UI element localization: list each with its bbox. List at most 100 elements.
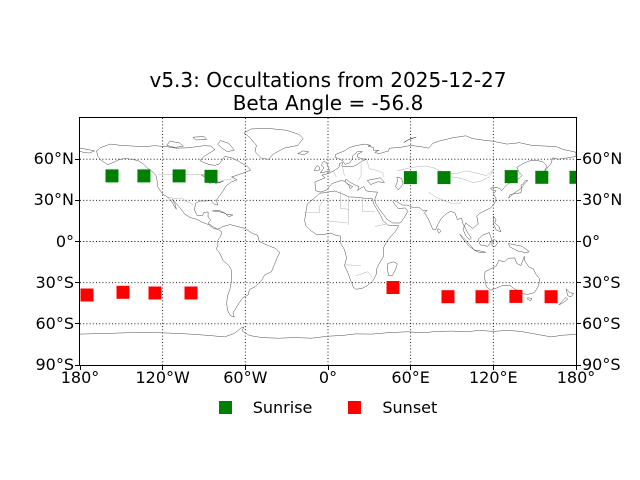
coastline [387,261,398,277]
sunset-marker [80,288,94,302]
coastline [395,176,404,191]
sunrise-marker [403,171,417,185]
lat-tickmark-left [75,323,79,325]
coastline [358,163,362,181]
lat-tickmark-left [75,241,79,242]
coastline [344,264,362,266]
coastline [166,196,195,207]
lat-tickmark-right [577,364,581,366]
plot-subtitle: Beta Angle = -56.8 [232,91,424,115]
coastline [477,232,493,247]
lat-tick-label-left: 60°N [33,149,74,169]
plot-title: v5.3: Occultations from 2025-12-27 [149,68,507,92]
lon-tick-label: 0° [318,368,338,387]
lat-tick-label-left: 30°N [33,190,74,210]
lat-tick-label-right: 30°S [582,272,621,292]
coastline [80,147,96,154]
coastline [473,249,486,253]
lon-tickmark [327,366,329,370]
lat-tick-label-right: 90°S [582,355,621,374]
legend-label-sunset: Sunset [382,398,438,417]
sunrise-marker-swatch [218,401,232,414]
lat-tick-label-right: 60°N [582,149,623,169]
coastline [437,228,442,234]
lat-tickmark-left [75,364,79,366]
coastline [403,136,417,143]
lon-tick-label: 60°W [223,368,268,387]
lon-tick-label: 180° [556,368,596,387]
coastline [214,180,224,184]
coastline [508,243,530,253]
coastline [355,271,373,278]
coastline [428,191,462,204]
lat-tickmark-right [577,158,581,160]
coastline [491,239,499,248]
sunrise-marker [137,169,151,183]
sunset-marker [386,281,400,294]
coastline [314,135,576,241]
lat-tickmark-right [577,199,581,201]
lat-tick-label-right: 30°N [582,190,623,210]
lon-tickmark [79,366,81,370]
sunset-marker [475,290,489,304]
legend-label-sunrise: Sunrise [252,398,313,417]
lon-tickmark [244,366,246,370]
lat-tick-label-left: 0° [55,231,74,251]
sunset-marker [544,290,558,304]
coastline [484,256,540,295]
coastline [342,166,345,177]
lat-tickmark-right [577,282,581,284]
sunrise-marker [437,171,451,185]
lat-tick-label-right: 60°S [582,313,621,333]
lat-tickmark-left [75,199,79,201]
sunset-marker [116,285,130,299]
coastline [374,224,386,227]
lat-tick-label-left: 90°S [35,355,74,374]
lon-tickmark [575,366,577,370]
lon-tick-label: 180° [60,368,100,387]
coastline [508,179,529,199]
coastline [80,326,576,339]
sunset-marker [509,289,523,303]
coastline [327,220,348,224]
coastline [304,197,326,213]
sunrise-marker [535,170,549,184]
sunrise-marker [172,169,186,183]
coastline [304,190,400,290]
coastline [493,215,502,233]
lat-tickmark-right [577,323,581,325]
coastline [166,141,184,148]
map-axes-frame [79,117,577,366]
sunrise-marker [105,169,119,183]
coastline [558,297,569,306]
sunset-marker [184,286,198,300]
coastline [527,297,533,302]
coastline [459,233,475,250]
legend: Sunrise Sunset [80,399,576,416]
sunset-marker-swatch [348,401,362,414]
coastline [217,140,235,152]
coastline [333,171,337,178]
lat-tick-label-right: 0° [582,231,601,251]
coastline [362,198,375,212]
coastline [320,160,331,174]
coastline [192,136,208,141]
coastline [447,169,494,183]
sunset-marker [441,290,455,304]
lon-tick-label: 120°E [469,368,518,387]
coastline [366,159,384,177]
coastline [297,150,310,155]
coastline [565,288,575,298]
lat-tickmark-left [75,158,79,160]
lat-tick-label-left: 30°S [35,272,74,292]
coastline [313,165,320,171]
coastline [340,190,349,211]
coastline [447,169,494,176]
lat-tick-label-left: 60°S [35,313,74,333]
lon-tickmark [410,366,412,370]
lon-tick-label: 60°E [391,368,430,387]
lon-tickmark [492,366,494,370]
lat-tickmark-left [75,282,79,284]
sunrise-marker [569,170,576,184]
